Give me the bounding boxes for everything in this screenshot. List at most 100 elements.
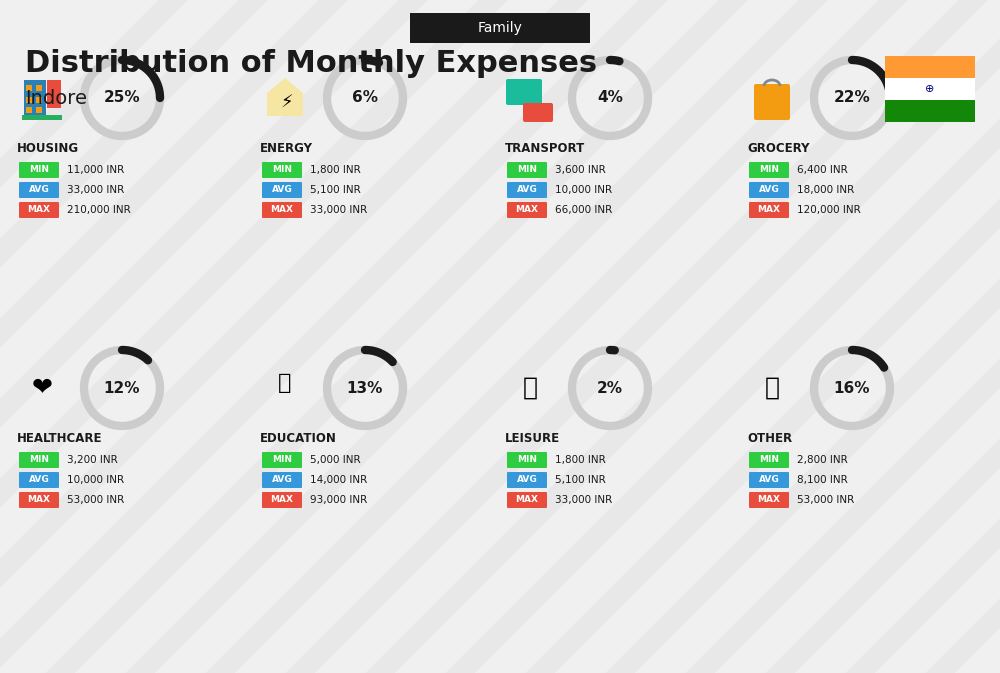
Text: 33,000 INR: 33,000 INR: [67, 185, 124, 195]
FancyBboxPatch shape: [26, 85, 32, 91]
FancyBboxPatch shape: [36, 85, 42, 91]
FancyBboxPatch shape: [22, 115, 62, 120]
Text: 5,100 INR: 5,100 INR: [310, 185, 361, 195]
Text: EDUCATION: EDUCATION: [260, 431, 337, 444]
Text: 👛: 👛: [765, 376, 780, 400]
Text: MAX: MAX: [758, 205, 780, 215]
FancyBboxPatch shape: [885, 100, 975, 122]
FancyBboxPatch shape: [262, 452, 302, 468]
Text: MAX: MAX: [270, 495, 294, 505]
FancyBboxPatch shape: [410, 13, 590, 43]
Text: TRANSPORT: TRANSPORT: [505, 141, 585, 155]
Text: ❤️: ❤️: [32, 376, 52, 400]
FancyBboxPatch shape: [749, 472, 789, 488]
Text: 18,000 INR: 18,000 INR: [797, 185, 854, 195]
FancyBboxPatch shape: [507, 162, 547, 178]
FancyBboxPatch shape: [47, 80, 61, 108]
Text: 33,000 INR: 33,000 INR: [555, 495, 612, 505]
Text: 10,000 INR: 10,000 INR: [555, 185, 612, 195]
FancyBboxPatch shape: [754, 84, 790, 120]
Text: MIN: MIN: [272, 166, 292, 174]
Text: 5,100 INR: 5,100 INR: [555, 475, 606, 485]
Text: AVG: AVG: [759, 476, 779, 485]
FancyBboxPatch shape: [26, 107, 32, 113]
Text: 66,000 INR: 66,000 INR: [555, 205, 612, 215]
FancyBboxPatch shape: [24, 80, 46, 116]
Text: 6,400 INR: 6,400 INR: [797, 165, 848, 175]
Text: 3,200 INR: 3,200 INR: [67, 455, 118, 465]
FancyBboxPatch shape: [507, 472, 547, 488]
Text: MAX: MAX: [270, 205, 294, 215]
Text: 13%: 13%: [347, 380, 383, 396]
Text: HOUSING: HOUSING: [17, 141, 79, 155]
FancyBboxPatch shape: [19, 492, 59, 508]
Text: MIN: MIN: [517, 456, 537, 464]
Text: AVG: AVG: [29, 186, 49, 194]
Text: OTHER: OTHER: [747, 431, 792, 444]
Text: MIN: MIN: [29, 166, 49, 174]
Text: Indore: Indore: [25, 89, 87, 108]
FancyBboxPatch shape: [507, 492, 547, 508]
FancyBboxPatch shape: [749, 452, 789, 468]
FancyBboxPatch shape: [19, 202, 59, 218]
FancyBboxPatch shape: [885, 56, 975, 78]
Text: Distribution of Monthly Expenses: Distribution of Monthly Expenses: [25, 48, 597, 77]
Text: 6%: 6%: [352, 90, 378, 106]
Text: AVG: AVG: [29, 476, 49, 485]
Text: 1,800 INR: 1,800 INR: [310, 165, 361, 175]
Text: GROCERY: GROCERY: [747, 141, 810, 155]
FancyBboxPatch shape: [19, 182, 59, 198]
Text: 5,000 INR: 5,000 INR: [310, 455, 361, 465]
Text: MIN: MIN: [272, 456, 292, 464]
Text: MAX: MAX: [516, 205, 538, 215]
Text: MIN: MIN: [517, 166, 537, 174]
Text: 2%: 2%: [597, 380, 623, 396]
Text: 11,000 INR: 11,000 INR: [67, 165, 124, 175]
FancyBboxPatch shape: [506, 79, 542, 105]
Text: HEALTHCARE: HEALTHCARE: [17, 431, 103, 444]
Text: ⊕: ⊕: [925, 84, 935, 94]
Text: AVG: AVG: [759, 186, 779, 194]
FancyBboxPatch shape: [507, 202, 547, 218]
Text: 4%: 4%: [597, 90, 623, 106]
FancyBboxPatch shape: [36, 97, 42, 103]
FancyBboxPatch shape: [749, 162, 789, 178]
Text: 10,000 INR: 10,000 INR: [67, 475, 124, 485]
Text: AVG: AVG: [272, 186, 292, 194]
Text: 14,000 INR: 14,000 INR: [310, 475, 367, 485]
FancyBboxPatch shape: [507, 452, 547, 468]
Text: 🛍: 🛍: [522, 376, 538, 400]
FancyBboxPatch shape: [19, 162, 59, 178]
Text: MAX: MAX: [758, 495, 780, 505]
Text: MAX: MAX: [28, 205, 50, 215]
Text: MIN: MIN: [759, 456, 779, 464]
Text: 25%: 25%: [104, 90, 140, 106]
Text: ⚡: ⚡: [281, 94, 293, 112]
FancyBboxPatch shape: [885, 78, 975, 100]
Text: ENERGY: ENERGY: [260, 141, 313, 155]
Text: 93,000 INR: 93,000 INR: [310, 495, 367, 505]
FancyBboxPatch shape: [262, 472, 302, 488]
Text: MAX: MAX: [28, 495, 50, 505]
Text: 120,000 INR: 120,000 INR: [797, 205, 861, 215]
Text: 53,000 INR: 53,000 INR: [67, 495, 124, 505]
Text: 🎓: 🎓: [278, 373, 292, 393]
Text: 33,000 INR: 33,000 INR: [310, 205, 367, 215]
FancyBboxPatch shape: [262, 182, 302, 198]
Text: MIN: MIN: [759, 166, 779, 174]
Text: 16%: 16%: [834, 380, 870, 396]
FancyBboxPatch shape: [749, 492, 789, 508]
Text: AVG: AVG: [517, 186, 537, 194]
FancyBboxPatch shape: [749, 182, 789, 198]
FancyBboxPatch shape: [262, 162, 302, 178]
Text: MAX: MAX: [516, 495, 538, 505]
Text: 12%: 12%: [104, 380, 140, 396]
Polygon shape: [267, 78, 303, 116]
Text: 8,100 INR: 8,100 INR: [797, 475, 848, 485]
FancyBboxPatch shape: [507, 182, 547, 198]
FancyBboxPatch shape: [19, 452, 59, 468]
Text: 210,000 INR: 210,000 INR: [67, 205, 131, 215]
Text: LEISURE: LEISURE: [505, 431, 560, 444]
Text: 53,000 INR: 53,000 INR: [797, 495, 854, 505]
Text: AVG: AVG: [517, 476, 537, 485]
